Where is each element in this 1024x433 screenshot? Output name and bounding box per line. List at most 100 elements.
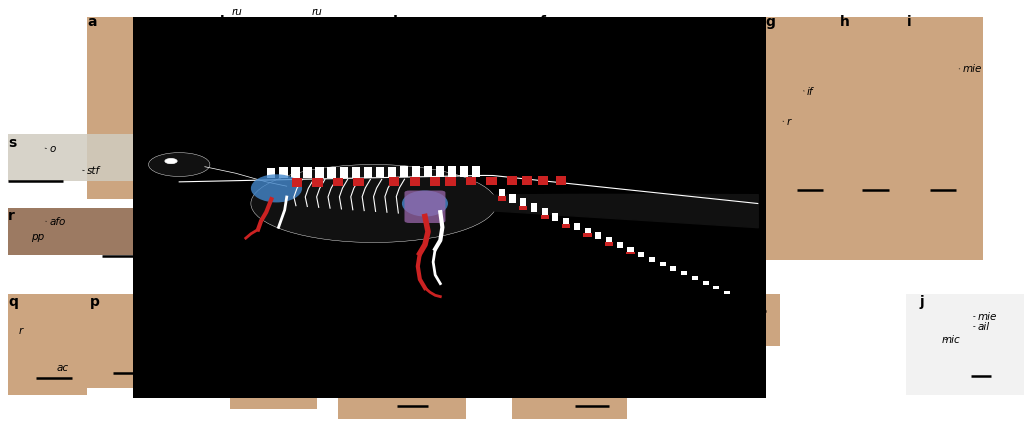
Text: mic: mic bbox=[942, 335, 961, 345]
Bar bbox=[638, 252, 644, 257]
Text: f: f bbox=[540, 15, 546, 29]
Bar bbox=[486, 177, 497, 185]
Bar bbox=[509, 194, 515, 203]
FancyBboxPatch shape bbox=[840, 17, 906, 260]
FancyBboxPatch shape bbox=[404, 191, 445, 223]
Text: i: i bbox=[907, 15, 912, 29]
Bar bbox=[681, 271, 687, 275]
Bar bbox=[312, 178, 323, 187]
Bar bbox=[436, 166, 444, 177]
Text: s: s bbox=[8, 136, 16, 150]
Text: a.fi: a.fi bbox=[244, 345, 260, 355]
Text: l: l bbox=[530, 347, 536, 361]
Ellipse shape bbox=[401, 191, 449, 216]
FancyBboxPatch shape bbox=[512, 346, 627, 419]
FancyBboxPatch shape bbox=[538, 17, 635, 221]
FancyBboxPatch shape bbox=[210, 17, 297, 221]
Ellipse shape bbox=[165, 158, 177, 164]
Text: a: a bbox=[87, 15, 96, 29]
Text: p: p bbox=[90, 295, 100, 309]
Text: q: q bbox=[8, 295, 18, 309]
Text: svr: svr bbox=[377, 337, 392, 347]
Bar bbox=[627, 252, 635, 255]
Text: m: m bbox=[346, 347, 360, 361]
Bar bbox=[315, 167, 324, 178]
Bar bbox=[280, 168, 288, 178]
FancyBboxPatch shape bbox=[466, 17, 538, 199]
Text: epi: epi bbox=[410, 56, 426, 67]
FancyBboxPatch shape bbox=[87, 17, 210, 199]
Bar bbox=[605, 242, 613, 246]
Bar bbox=[447, 166, 456, 177]
Text: a.as: a.as bbox=[238, 368, 259, 378]
FancyBboxPatch shape bbox=[906, 17, 983, 260]
Bar bbox=[399, 166, 408, 177]
Bar bbox=[499, 189, 505, 198]
Bar bbox=[430, 177, 440, 186]
Text: ac: ac bbox=[56, 363, 69, 373]
Text: e: e bbox=[473, 15, 482, 29]
FancyBboxPatch shape bbox=[8, 134, 138, 181]
Text: j: j bbox=[920, 295, 925, 309]
Bar bbox=[460, 166, 468, 177]
Bar bbox=[542, 208, 548, 216]
Bar bbox=[556, 176, 566, 184]
FancyBboxPatch shape bbox=[8, 208, 148, 255]
Bar bbox=[562, 224, 570, 228]
Bar bbox=[616, 242, 623, 248]
Bar bbox=[424, 166, 432, 177]
Text: g: g bbox=[765, 15, 775, 29]
FancyBboxPatch shape bbox=[230, 346, 317, 409]
Bar bbox=[133, 17, 766, 398]
Text: epi: epi bbox=[152, 51, 168, 61]
FancyBboxPatch shape bbox=[627, 294, 780, 346]
Bar bbox=[628, 247, 634, 253]
Bar bbox=[388, 167, 396, 178]
Bar bbox=[292, 178, 302, 187]
Bar bbox=[292, 168, 300, 178]
Bar bbox=[445, 177, 456, 186]
Bar bbox=[340, 167, 348, 178]
Text: epi: epi bbox=[267, 55, 284, 66]
Bar bbox=[328, 167, 336, 178]
Text: o: o bbox=[174, 295, 183, 309]
Text: if: if bbox=[807, 87, 813, 97]
Bar bbox=[351, 167, 359, 178]
Text: epi: epi bbox=[346, 55, 362, 66]
Text: mie: mie bbox=[963, 64, 982, 74]
Bar bbox=[724, 291, 730, 294]
Bar bbox=[412, 166, 420, 177]
Text: d: d bbox=[387, 15, 397, 29]
Text: ru: ru bbox=[312, 7, 323, 17]
Text: op: op bbox=[203, 294, 216, 304]
Bar bbox=[649, 257, 655, 262]
Text: ain: ain bbox=[218, 58, 234, 68]
Text: afo: afo bbox=[49, 216, 66, 227]
Text: mie: mie bbox=[978, 312, 997, 322]
Text: pp: pp bbox=[31, 232, 44, 242]
Bar bbox=[538, 176, 548, 185]
Bar bbox=[519, 206, 527, 210]
Bar bbox=[584, 233, 592, 237]
Bar bbox=[671, 266, 677, 271]
Text: r: r bbox=[8, 209, 15, 223]
FancyBboxPatch shape bbox=[338, 346, 466, 419]
Bar bbox=[507, 176, 517, 185]
FancyBboxPatch shape bbox=[906, 294, 1024, 395]
Ellipse shape bbox=[251, 165, 497, 242]
Text: ail: ail bbox=[978, 322, 990, 332]
Bar bbox=[522, 176, 532, 185]
Text: dp: dp bbox=[189, 320, 203, 331]
Text: a.pu: a.pu bbox=[537, 377, 559, 387]
Text: rr: rr bbox=[186, 307, 195, 317]
Bar bbox=[714, 286, 720, 289]
Text: ct: ct bbox=[289, 355, 299, 365]
Bar bbox=[552, 213, 558, 221]
Text: n: n bbox=[233, 347, 244, 361]
Bar bbox=[595, 233, 601, 239]
Bar bbox=[267, 168, 275, 178]
FancyBboxPatch shape bbox=[297, 17, 384, 221]
Bar bbox=[472, 166, 480, 177]
Text: prp: prp bbox=[356, 344, 374, 355]
Text: c: c bbox=[305, 15, 313, 29]
